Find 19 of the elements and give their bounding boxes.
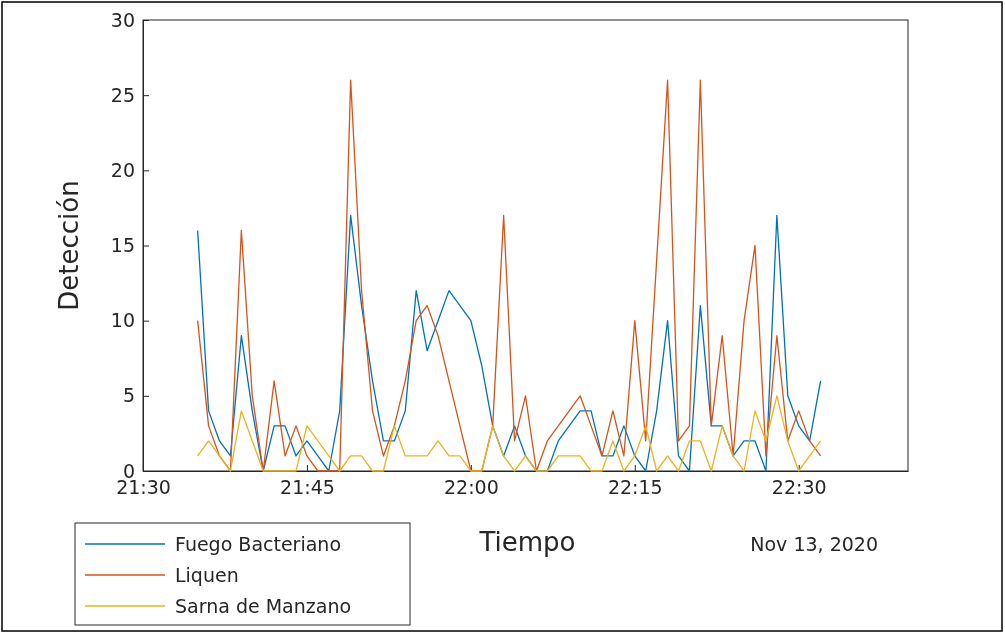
- y-tick-label: 5: [122, 384, 135, 407]
- y-tick-label: 25: [110, 83, 135, 106]
- x-tick-label: 22:00: [443, 476, 499, 499]
- line-series: [196, 214, 822, 472]
- line-series: [196, 395, 822, 472]
- x-tick-label: 21:45: [280, 476, 335, 499]
- legend-label: Fuego Bacteriano: [175, 533, 342, 555]
- text: Nov 13, 2020: [750, 533, 878, 555]
- line-series: [196, 79, 822, 472]
- y-tick-label: 30: [110, 8, 135, 31]
- legend-label: Liquen: [175, 564, 239, 586]
- y-tick-label: 10: [110, 309, 135, 332]
- legend-label: Sarna de Manzano: [175, 595, 352, 617]
- x-axis-title: Tiempo: [478, 527, 576, 557]
- y-tick-label: 20: [110, 158, 135, 181]
- y-tick-label: 15: [110, 234, 135, 257]
- x-tick-label: 22:30: [771, 476, 827, 499]
- x-tick-label: 22:15: [607, 476, 663, 499]
- y-axis-title: Detección: [54, 180, 84, 311]
